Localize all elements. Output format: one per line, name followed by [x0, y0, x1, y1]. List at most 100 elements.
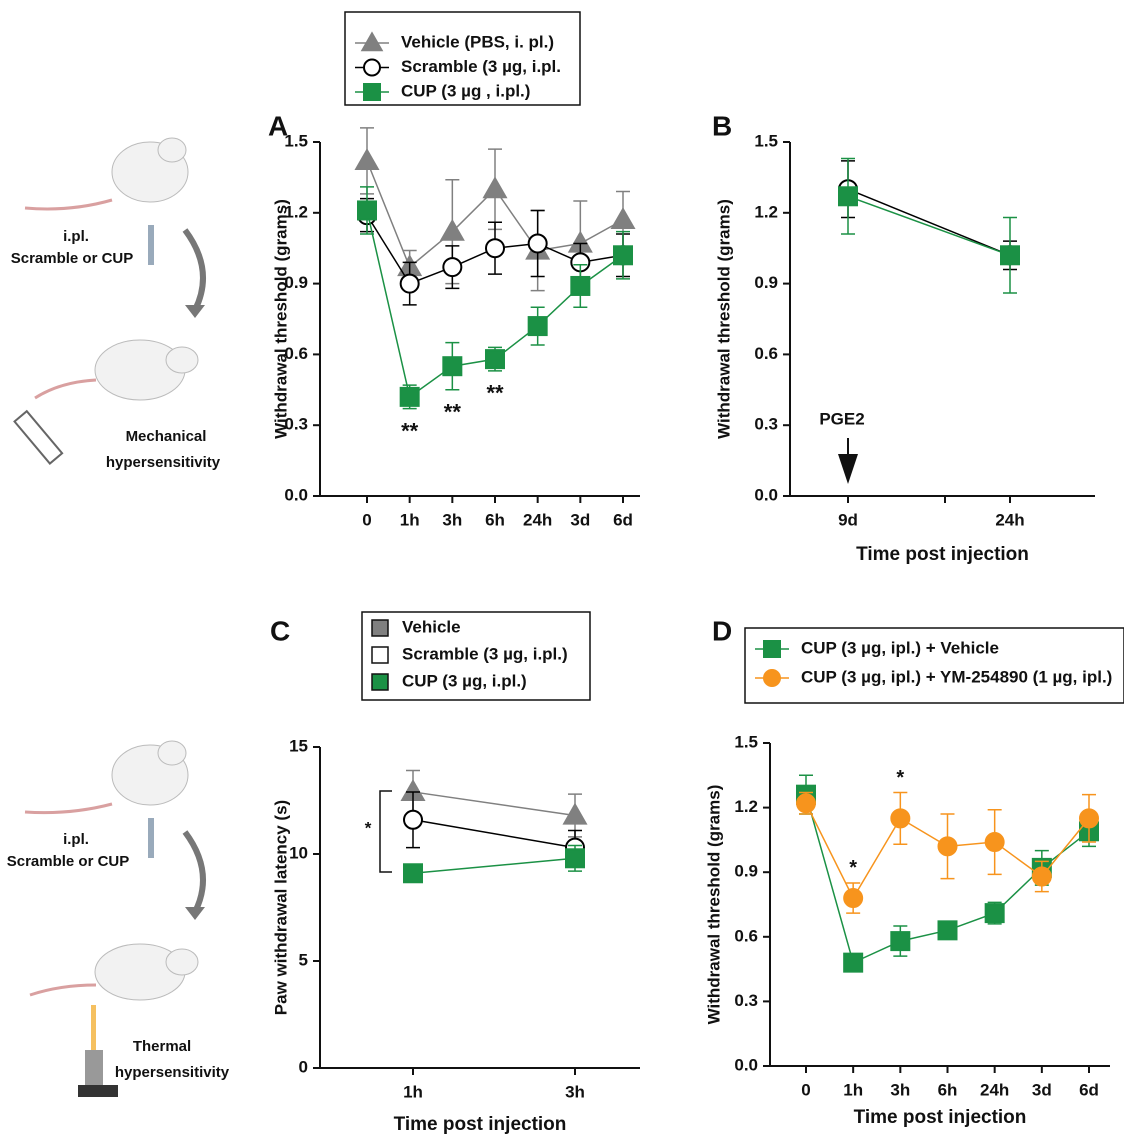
y-axis-label: Paw withdrawal latency (s) [271, 800, 290, 1015]
arrow [182, 228, 206, 312]
treatment-label: Scramble or CUP [7, 853, 130, 870]
series-line [847, 188, 1011, 256]
marker [527, 233, 548, 254]
x-tick-label: 24h [995, 510, 1024, 529]
y-axis-label: Withdrawal threshold (grams) [714, 199, 733, 439]
x-axis-label: Time post injection [394, 1114, 567, 1135]
legend-label: Vehicle (PBS, i. pl.) [401, 32, 554, 51]
x-tick-label: 6h [485, 510, 505, 529]
mouse-tail [34, 378, 97, 400]
y-axis-label: Withdrawal threshold (grams) [271, 199, 290, 439]
marker [890, 931, 911, 952]
marker [485, 238, 505, 259]
y-tick-label: 1.5 [734, 732, 758, 751]
heat-beam [91, 1005, 96, 1050]
marker [403, 863, 423, 884]
y-tick-label: 0.3 [754, 415, 778, 434]
route-label: i.pl. [63, 831, 89, 848]
x-axis-label: Time post injection [856, 544, 1029, 565]
y-tick-label: 0.6 [734, 926, 758, 945]
legend-label: Vehicle [402, 617, 461, 636]
illustration-top: i.pl. Scramble or CUP Mechanical hyperse… [11, 137, 221, 471]
y-tick-label: 0.9 [734, 862, 758, 881]
legend-box [344, 11, 581, 106]
legend-marker [360, 31, 384, 52]
marker [399, 273, 420, 294]
marker [357, 200, 377, 221]
legend-marker [763, 640, 781, 658]
significance-label: * [365, 818, 372, 837]
y-tick-label: 0.0 [284, 485, 308, 504]
panel-label: A [268, 110, 288, 141]
mouse-head [157, 740, 187, 766]
y-tick-label: 0.0 [734, 1055, 758, 1074]
marker [439, 218, 465, 241]
marker [403, 809, 423, 830]
heat-source [85, 1050, 103, 1085]
route-label: i.pl. [63, 228, 89, 245]
y-tick-label: 0.3 [734, 991, 758, 1010]
marker [562, 802, 588, 825]
panel-label: D [712, 615, 732, 646]
significance-bracket [379, 790, 392, 873]
legend-label: CUP (3 µg, i.pl.) [402, 671, 527, 690]
marker [527, 316, 548, 337]
syringe [148, 818, 154, 858]
legend-marker [763, 669, 781, 687]
x-tick-label: 0 [362, 510, 371, 529]
legend-box [361, 611, 591, 701]
marker [399, 386, 420, 407]
marker [442, 257, 463, 278]
panel-label: B [712, 110, 732, 141]
mouse-head [157, 137, 187, 163]
x-tick-label: 3h [890, 1080, 910, 1099]
x-tick-label: 6d [613, 510, 633, 529]
marker [485, 349, 505, 370]
legend-marker [363, 83, 381, 101]
test-label: Thermal [133, 1038, 191, 1055]
y-tick-label: 0 [299, 1057, 308, 1076]
arrow [182, 830, 206, 914]
panel-label: C [270, 615, 290, 646]
y-tick-label: 0.6 [754, 344, 778, 363]
marker [442, 356, 463, 377]
y-tick-label: 0.9 [284, 273, 308, 292]
y-tick-label: 15 [289, 736, 308, 755]
filament [13, 409, 64, 466]
significance-label: ** [486, 381, 504, 406]
significance-label: * [849, 857, 857, 879]
marker [838, 186, 858, 207]
series-line [412, 857, 576, 875]
marker [937, 836, 958, 857]
x-tick-label: 1h [400, 510, 420, 529]
y-axis-label: Withdrawal threshold (grams) [704, 785, 723, 1025]
x-tick-label: 0 [801, 1080, 810, 1099]
legend-label: CUP (3 µg, ipl.) + Vehicle [801, 638, 999, 657]
legend-swatch [371, 619, 389, 637]
arrow-head [185, 907, 205, 920]
marker [570, 275, 591, 296]
mouse-head [165, 948, 199, 976]
marker [843, 952, 864, 973]
marker [482, 176, 508, 199]
y-tick-label: 1.5 [284, 131, 308, 150]
x-axis-label: Time post injection [854, 1107, 1027, 1128]
arrow-head [185, 305, 205, 318]
marker [613, 245, 633, 266]
x-tick-label: 1h [843, 1080, 863, 1099]
x-tick-label: 24h [523, 510, 552, 529]
x-tick-label: 3d [1032, 1080, 1052, 1099]
annotation: PGE2 [819, 409, 864, 428]
significance-label: ** [401, 418, 419, 443]
y-tick-label: 0.6 [284, 344, 308, 363]
x-tick-label: 3d [570, 510, 590, 529]
y-tick-label: 1.2 [734, 797, 758, 816]
test-label: hypersensitivity [115, 1064, 230, 1081]
treatment-label: Scramble or CUP [11, 250, 134, 267]
mouse-head [165, 346, 199, 374]
marker [565, 848, 585, 869]
significance-label: * [896, 767, 904, 789]
test-label: hypersensitivity [106, 454, 221, 471]
series-line [412, 819, 576, 849]
